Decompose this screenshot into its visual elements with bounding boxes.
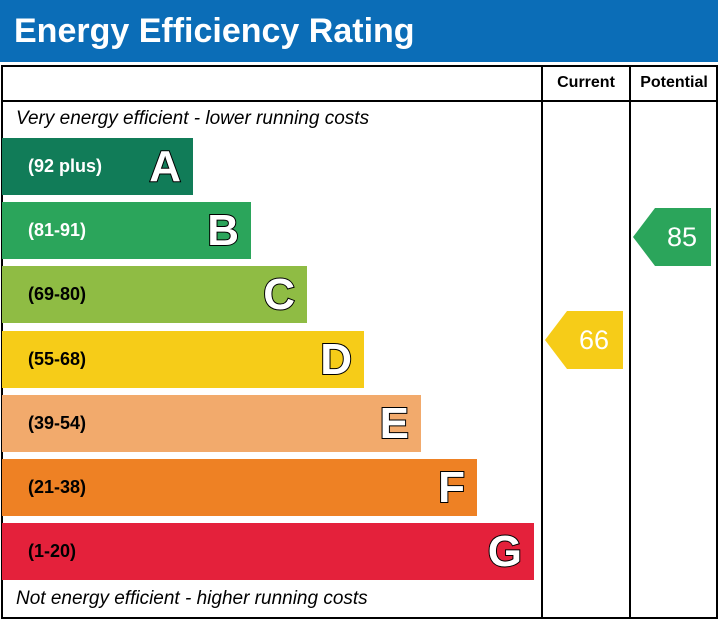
band-bar-f: (21-38) F xyxy=(2,459,477,516)
band-range-label: (81-91) xyxy=(28,220,87,240)
band-range-label: (1-20) xyxy=(28,541,77,561)
band-letter: F xyxy=(437,462,466,513)
band-letter: D xyxy=(319,334,353,385)
current-column-divider xyxy=(541,65,543,619)
band-letter: G xyxy=(487,526,523,577)
band-range-label: (39-54) xyxy=(28,413,87,433)
band-range-label: (55-68) xyxy=(28,349,87,369)
band-range-label: (21-38) xyxy=(28,477,87,497)
chart-title: Energy Efficiency Rating xyxy=(0,0,718,62)
band-bar-e: (39-54) E xyxy=(2,395,421,452)
bottom-note: Not energy efficient - higher running co… xyxy=(16,588,368,609)
header-divider xyxy=(1,100,718,102)
band-bar-c: (69-80) C xyxy=(2,266,307,323)
band-bar-b: (81-91) B xyxy=(2,202,251,259)
band-letter: C xyxy=(262,269,296,320)
top-note: Very energy efficient - lower running co… xyxy=(16,108,370,129)
potential-rating-arrow: 85 xyxy=(633,208,711,266)
band-bar-g: (1-20) G xyxy=(2,523,534,580)
band-bar-a: (92 plus) A xyxy=(2,138,193,195)
current-header: Current xyxy=(557,74,615,91)
potential-header: Potential xyxy=(640,74,708,91)
band-range-label: (69-80) xyxy=(28,284,87,304)
band-letter: A xyxy=(148,141,182,192)
band-range-label: (92 plus) xyxy=(28,156,103,176)
band-letter: E xyxy=(379,398,410,449)
band-bar-d: (55-68) D xyxy=(2,331,364,388)
potential-column-divider xyxy=(629,65,631,619)
band-letter: B xyxy=(206,205,240,256)
